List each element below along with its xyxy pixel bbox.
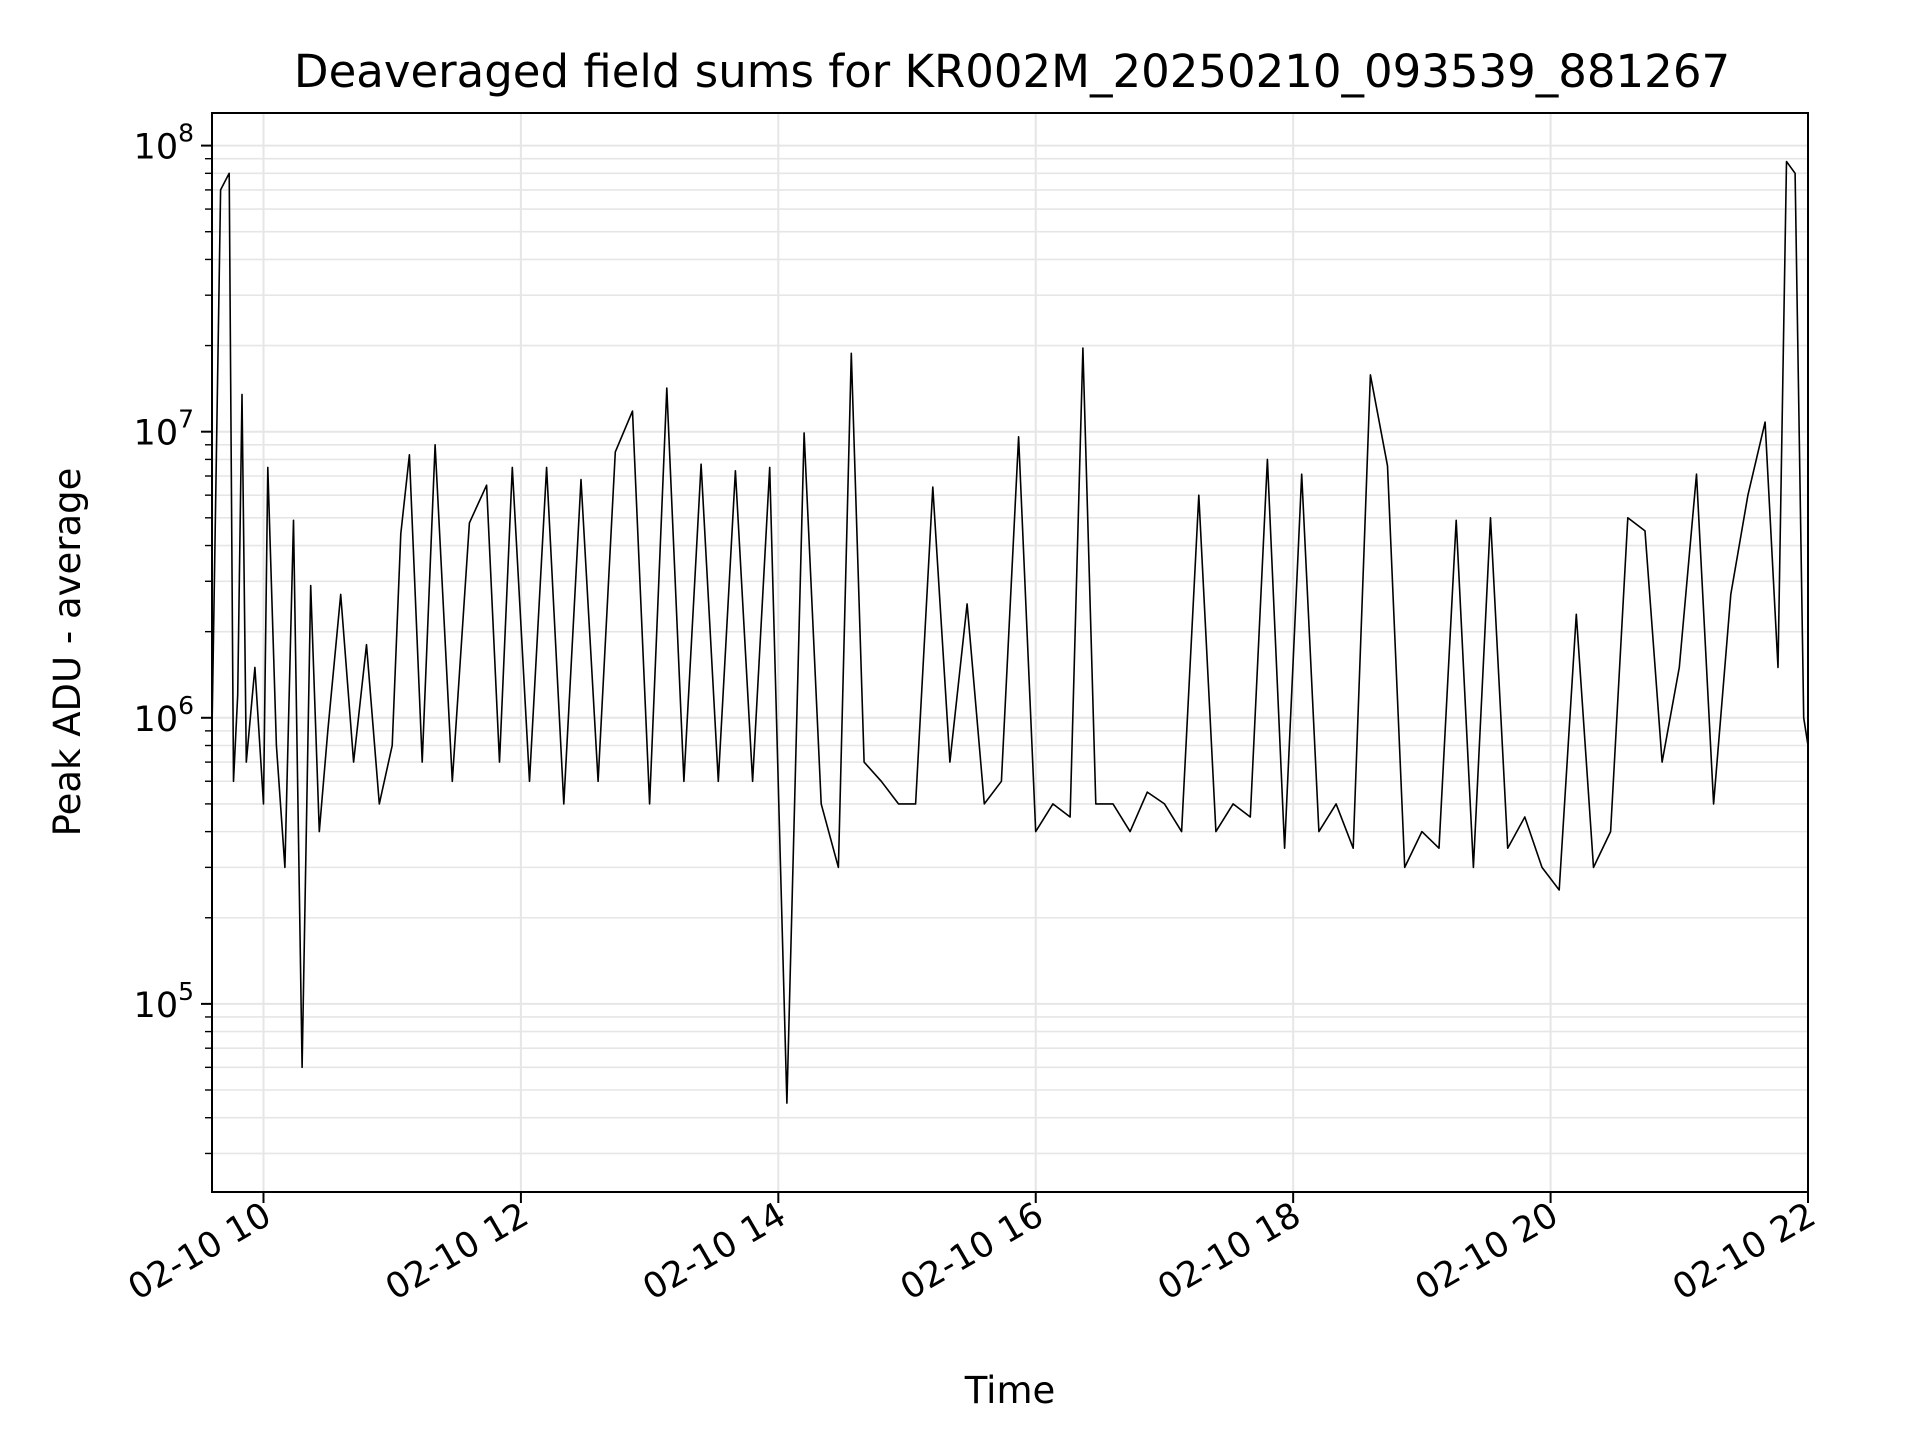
y-axis-label: Peak ADU - average <box>46 468 89 837</box>
x-tick-label: 02-10 12 <box>379 1195 535 1308</box>
grid <box>212 113 1809 1192</box>
x-axis-label: Time <box>964 1369 1056 1412</box>
plot-area-frame <box>211 112 1809 1193</box>
x-tick-label: 02-10 22 <box>1666 1195 1822 1308</box>
y-tick-label: 108 <box>134 119 194 168</box>
x-tick-label: 02-10 16 <box>894 1195 1050 1308</box>
series-line <box>211 160 1809 1104</box>
y-tick-label: 105 <box>134 977 194 1026</box>
x-axis: 02-10 10 02-10 12 02-10 14 02-10 16 02-10 18… <box>122 1192 1823 1308</box>
y-tick-label: 107 <box>134 405 194 454</box>
x-tick-label: 02-10 18 <box>1151 1195 1307 1308</box>
x-tick-label: 02-10 14 <box>637 1195 793 1308</box>
x-tick-label: 02-10 20 <box>1409 1195 1565 1308</box>
y-tick-label: 106 <box>134 691 194 740</box>
x-tick-label: 02-10 10 <box>122 1195 278 1308</box>
y-axis: 105 106 107 108 <box>134 119 212 1155</box>
chart-title: Deaveraged field sums for KR002M_2025021… <box>294 45 1730 98</box>
